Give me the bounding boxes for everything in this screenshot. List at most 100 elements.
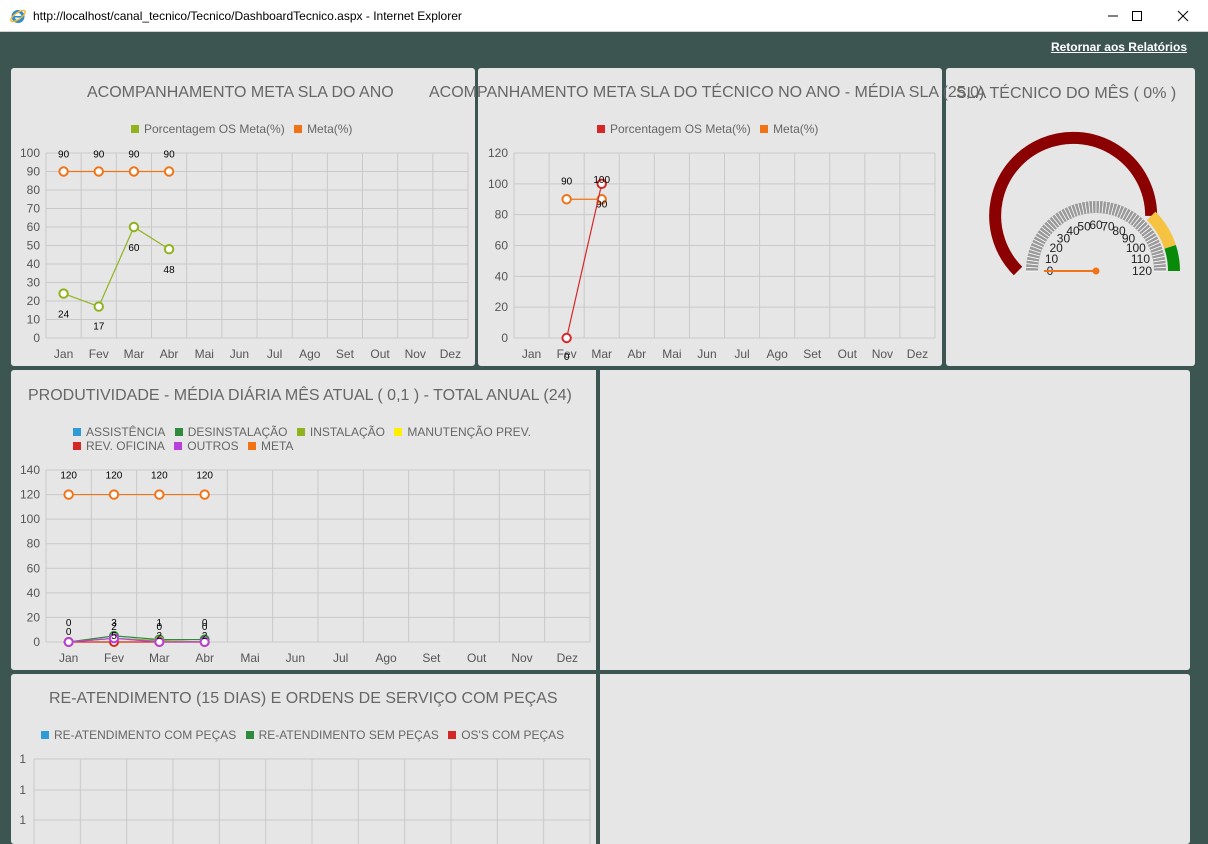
maximize-button[interactable] bbox=[1114, 0, 1160, 31]
legend-item[interactable]: RE-ATENDIMENTO COM PEÇAS bbox=[41, 728, 236, 742]
gauge-tick bbox=[1107, 202, 1111, 215]
x-tick-label: Fev bbox=[104, 651, 124, 665]
x-tick-label: Jan bbox=[54, 347, 73, 361]
legend-item[interactable]: ASSISTÊNCIA bbox=[73, 425, 165, 439]
legend-item[interactable]: MANUTENÇÃO PREV. bbox=[394, 425, 531, 439]
gauge-tick-label: 40 bbox=[1066, 224, 1080, 238]
gauge-tick bbox=[1146, 235, 1157, 243]
legend-item[interactable]: RE-ATENDIMENTO SEM PEÇAS bbox=[245, 728, 439, 742]
gauge-tick bbox=[1142, 229, 1153, 238]
gauge-tick bbox=[1070, 205, 1076, 217]
x-tick-label: Jul bbox=[734, 347, 749, 361]
legend-item[interactable]: DESINSTALAÇÃO bbox=[174, 425, 288, 439]
gauge-title: SLA TÉCNICO DO MÊS ( 0% ) bbox=[956, 85, 1177, 102]
data-label: 90 bbox=[58, 150, 70, 161]
gauge-tick bbox=[1081, 202, 1085, 215]
x-tick-label: Ago bbox=[766, 347, 788, 361]
data-point bbox=[154, 489, 165, 500]
gauge-tick bbox=[1030, 245, 1042, 251]
reatendimento-line-chart: 1 1 1 bbox=[19, 752, 591, 844]
legend-item[interactable]: OUTROS bbox=[174, 439, 239, 453]
gauge-tick bbox=[1129, 214, 1138, 225]
data-label: 0 bbox=[202, 618, 208, 629]
data-point bbox=[63, 489, 74, 500]
x-tick-label: Jan bbox=[59, 651, 78, 665]
data-label: 120 bbox=[106, 471, 123, 482]
y-tick-label: 60 bbox=[27, 220, 41, 234]
legend-item[interactable]: REV. OFICINA bbox=[73, 439, 165, 453]
gauge-tick-label: 60 bbox=[1089, 218, 1103, 232]
x-tick-label: Fev bbox=[557, 347, 577, 361]
panel-title: PRODUTIVIDADE - MÉDIA DIÁRIA MÊS ATUAL (… bbox=[28, 387, 572, 404]
legend-item[interactable]: OS'S COM PEÇAS bbox=[448, 728, 564, 742]
panel-divider bbox=[596, 674, 600, 844]
legend-item[interactable]: Meta(%) bbox=[294, 122, 352, 136]
legend-item[interactable]: META bbox=[247, 439, 293, 453]
data-label: 90 bbox=[93, 150, 105, 161]
y-tick-label: 100 bbox=[20, 512, 40, 526]
x-tick-label: Mar bbox=[124, 347, 145, 361]
gauge-tick bbox=[1048, 218, 1058, 229]
gauge-tick bbox=[1151, 252, 1164, 257]
data-label: 120 bbox=[60, 471, 77, 482]
gauge-tick-label: 80 bbox=[1112, 224, 1126, 238]
y-tick-label: 1 bbox=[19, 783, 26, 797]
gauge-tick bbox=[1121, 208, 1129, 220]
x-tick-label: Ago bbox=[375, 651, 397, 665]
data-point bbox=[109, 633, 119, 644]
gauge-tick-label: 10 bbox=[1045, 252, 1059, 266]
x-tick-label: Abr bbox=[627, 347, 646, 361]
data-point bbox=[561, 332, 572, 344]
chart-legend: Porcentagem OS Meta(%) Meta(%) bbox=[597, 122, 824, 136]
x-tick-label: Dez bbox=[907, 347, 928, 361]
data-label: 60 bbox=[128, 243, 140, 254]
y-tick-label: 10 bbox=[27, 313, 41, 327]
close-button[interactable] bbox=[1160, 0, 1206, 31]
minimize-button[interactable] bbox=[1090, 0, 1136, 31]
y-tick-label: 80 bbox=[495, 208, 509, 222]
panel-title: RE-ATENDIMENTO (15 DIAS) E ORDENS DE SER… bbox=[49, 690, 558, 707]
data-point bbox=[199, 489, 210, 500]
gauge-tick bbox=[1134, 218, 1144, 229]
x-tick-label: Mai bbox=[662, 347, 681, 361]
legend-item[interactable]: Porcentagem OS Meta(%) bbox=[597, 122, 751, 136]
legend-item[interactable]: Meta(%) bbox=[760, 122, 818, 136]
data-point bbox=[93, 301, 104, 312]
panel-reatendimento: RE-ATENDIMENTO (15 DIAS) E ORDENS DE SER… bbox=[11, 674, 1190, 844]
data-label: 2 bbox=[111, 622, 117, 633]
legend-item[interactable]: INSTALAÇÃO bbox=[296, 425, 385, 439]
data-label: 2 bbox=[202, 631, 208, 642]
y-tick-label: 100 bbox=[488, 177, 508, 191]
gauge-tick bbox=[1138, 223, 1149, 233]
x-tick-label: Mar bbox=[591, 347, 612, 361]
gauge-tick bbox=[1028, 252, 1041, 257]
data-label: 90 bbox=[164, 150, 176, 161]
internet-explorer-icon bbox=[10, 9, 26, 23]
data-point bbox=[108, 489, 120, 500]
gauge-tick bbox=[1101, 201, 1104, 214]
gauge-tick bbox=[1113, 204, 1119, 216]
gauge-tick bbox=[1127, 212, 1135, 223]
browser-title-bar: http://localhost/canal_tecnico/Tecnico/D… bbox=[0, 0, 1208, 32]
data-point bbox=[596, 178, 607, 190]
data-label: 0 bbox=[157, 622, 163, 633]
x-tick-label: Jul bbox=[333, 651, 348, 665]
legend-item[interactable]: Porcentagem OS Meta(%) bbox=[131, 122, 285, 136]
panel-sla-ano: ACOMPANHAMENTO META SLA DO ANO Porcentag… bbox=[11, 68, 475, 366]
x-tick-label: Ago bbox=[299, 347, 321, 361]
gauge-tick bbox=[1026, 263, 1039, 266]
gauge-tick bbox=[1057, 212, 1065, 223]
gauge-tick-label: 90 bbox=[1122, 231, 1136, 245]
data-label: 0 bbox=[66, 618, 72, 629]
gauge-tick bbox=[1073, 204, 1079, 216]
chart-legend: RE-ATENDIMENTO COM PEÇAS RE-ATENDIMENTO … bbox=[41, 728, 570, 742]
gauge-tick bbox=[1026, 266, 1039, 269]
y-tick-label: 60 bbox=[27, 561, 41, 575]
gauge-tick bbox=[1144, 232, 1155, 240]
x-tick-label: Abr bbox=[160, 347, 179, 361]
gauge-tick bbox=[1067, 206, 1073, 219]
gauge-tick bbox=[1110, 203, 1115, 216]
gauge-tick bbox=[1029, 248, 1041, 254]
retornar-relatorios-link[interactable]: Retornar aos Relatórios bbox=[1050, 40, 1187, 54]
gauge-tick bbox=[1046, 221, 1056, 231]
